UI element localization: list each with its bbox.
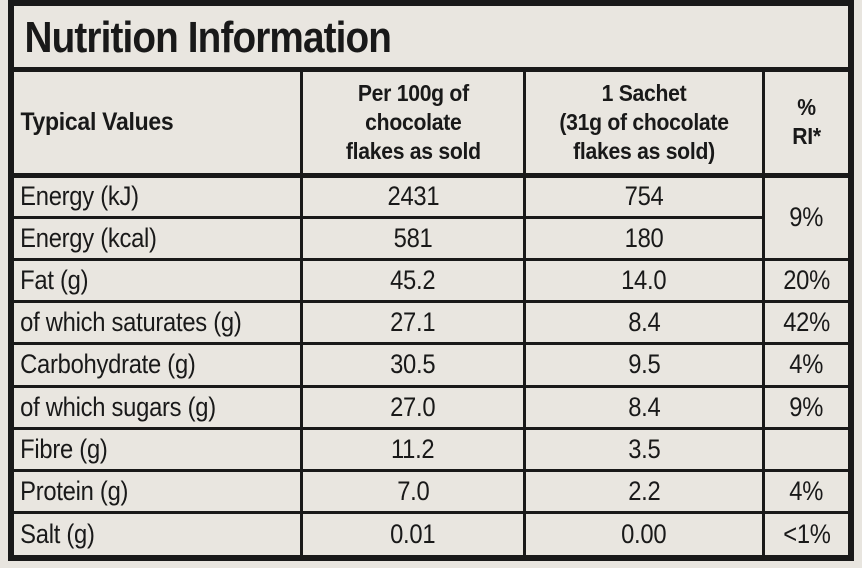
sachet-value: 2.2 — [522, 469, 766, 515]
row-label-cell: of which sugars (g) — [14, 384, 304, 430]
header-typical-values: Typical Values — [14, 72, 304, 178]
sachet-value: 8.4 — [522, 384, 766, 430]
per100-value: 27.1 — [300, 300, 526, 346]
row-label-cell: Protein (g) — [14, 469, 304, 515]
row-label-cell: Energy (kJ) — [14, 173, 304, 219]
table-row-sugars: of which sugars (g) 27.0 8.4 9% — [14, 384, 848, 430]
row-label-cell: Fat (g) — [14, 257, 304, 304]
per100-value: 7.0 — [300, 469, 526, 515]
sachet-value: 9.5 — [522, 342, 766, 388]
per100-value: 45.2 — [300, 257, 526, 304]
table-row-fibre: Fibre (g) 11.2 3.5 — [14, 426, 848, 473]
table-row-energy-kj: Energy (kJ) 2431 754 9% — [14, 173, 848, 261]
per100-value: 581 — [300, 215, 526, 261]
row-label-cell: Energy (kcal) — [14, 215, 304, 261]
table-row-protein: Protein (g) 7.0 2.2 4% — [14, 469, 848, 515]
sachet-value: 14.0 — [522, 257, 766, 304]
per100-value: 2431 — [300, 173, 526, 219]
row-label-cell: Carbohydrate (g) — [14, 342, 304, 388]
per100-value: 30.5 — [300, 342, 526, 388]
row-label-cell: of which saturates (g) — [14, 300, 304, 346]
row-label-cell: Salt (g) — [14, 511, 304, 555]
label-title: Nutrition Information — [24, 12, 392, 62]
sachet-value: 3.5 — [522, 426, 766, 473]
header-per-100g: Per 100g of chocolate flakes as sold — [300, 72, 526, 178]
nutrition-label: Nutrition Information Typical Values Per… — [8, 0, 854, 561]
per100-value: 0.01 — [300, 511, 526, 555]
sachet-value: 8.4 — [522, 300, 766, 346]
ri-value: 20% — [762, 257, 848, 304]
sachet-value: 754 — [522, 173, 766, 219]
label-title-bar: Nutrition Information — [14, 6, 848, 72]
ri-value-empty — [762, 426, 848, 473]
ri-value: 4% — [762, 342, 848, 388]
per100-value: 11.2 — [300, 426, 526, 473]
sachet-value: 180 — [522, 215, 764, 261]
ri-value: <1% — [762, 511, 848, 555]
header-ri: % RI* — [762, 72, 848, 178]
row-label-cell: Fibre (g) — [14, 426, 304, 473]
ri-value: 4% — [762, 469, 848, 515]
ri-value: 42% — [762, 300, 848, 346]
table-row-carbohydrate: Carbohydrate (g) 30.5 9.5 4% — [14, 342, 848, 388]
nutrition-table: Typical Values Per 100g of chocolate fla… — [14, 72, 848, 555]
table-row-salt: Salt (g) 0.01 0.00 <1% — [14, 511, 848, 555]
sachet-value: 0.00 — [522, 511, 766, 555]
table-row-saturates: of which saturates (g) 27.1 8.4 42% — [14, 300, 848, 346]
ri-value-energy-merged: 9% — [762, 173, 848, 261]
header-sachet: 1 Sachet (31g of chocolate flakes as sol… — [522, 72, 766, 178]
header-row: Typical Values Per 100g of chocolate fla… — [14, 72, 848, 178]
table-row-fat: Fat (g) 45.2 14.0 20% — [14, 257, 848, 304]
ri-value: 9% — [762, 384, 848, 430]
per100-value: 27.0 — [300, 384, 526, 430]
table-row-energy-kcal: Energy (kcal) 581 180 — [14, 215, 848, 261]
